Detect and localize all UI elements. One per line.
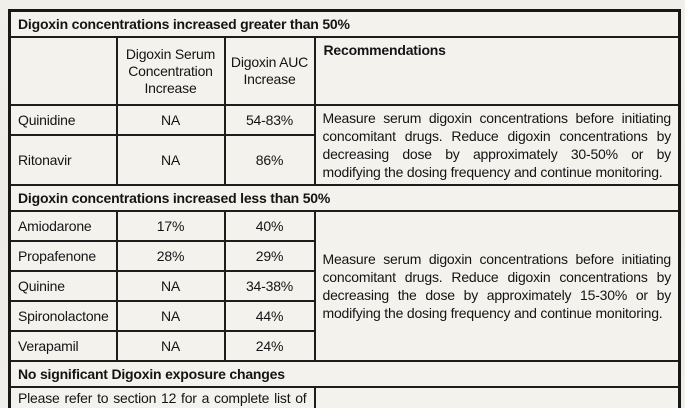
section3-note-cell: Please refer to section 12 for a complet…	[8, 386, 316, 408]
drug-name-cell: Quinidine	[8, 104, 118, 136]
digoxin-interactions-table: Digoxin concentrations increased greater…	[8, 9, 681, 408]
auc-increase-cell: 29%	[223, 240, 316, 272]
table-row-ritonavir: Ritonavir NA 86%	[8, 134, 680, 186]
table-row-quinidine: Quinidine NA 54-83% Measure serum digoxi…	[8, 104, 681, 186]
recommendations-column-header: Recommendations	[313, 36, 681, 106]
drug-name-cell: Spironolactone	[8, 300, 118, 332]
auc-increase-cell: 86%	[223, 134, 316, 186]
auc-increase-cell: 44%	[223, 300, 316, 332]
drug-name-cell: Propafenone	[8, 240, 118, 272]
section3-note-row: Please refer to section 12 for a complet…	[8, 386, 681, 408]
table-row-quinine: Quinine NA 34-38%	[8, 270, 680, 302]
section3-recommendation-cell: No additional actions are required.	[313, 386, 681, 408]
auc-column-header: Digoxin AUC Increase	[223, 36, 316, 106]
section1-recommendation-cell: Measure serum digoxin concentrations bef…	[313, 104, 681, 186]
section2-header-row: Digoxin concentrations increased less th…	[8, 184, 681, 212]
serum-increase-cell: 17%	[115, 210, 226, 242]
serum-increase-cell: NA	[115, 270, 226, 302]
serum-increase-cell: NA	[115, 330, 226, 362]
table-row-propafenone: Propafenone 28% 29%	[8, 240, 680, 272]
table-row-spironolactone: Spironolactone NA 44%	[8, 300, 680, 332]
auc-increase-cell: 40%	[223, 210, 316, 242]
section2-header: Digoxin concentrations increased less th…	[8, 184, 681, 212]
table-row-verapamil: Verapamil NA 24%	[8, 330, 680, 362]
section3-header: No significant Digoxin exposure changes	[8, 360, 681, 388]
column-header-row: Digoxin Serum Concentration Increase Dig…	[8, 36, 681, 106]
serum-increase-cell: 28%	[115, 240, 226, 272]
section1-header: Digoxin concentrations increased greater…	[8, 9, 681, 38]
serum-increase-cell: NA	[115, 300, 226, 332]
serum-increase-cell: NA	[115, 134, 226, 186]
serum-increase-cell: NA	[115, 104, 226, 136]
drug-name-cell: Ritonavir	[8, 134, 118, 186]
serum-column-header: Digoxin Serum Concentration Increase	[115, 36, 226, 106]
drug-name-cell: Verapamil	[8, 330, 118, 362]
table-row-amiodarone: Amiodarone 17% 40% Measure serum digoxin…	[8, 210, 681, 362]
drug-name-cell: Quinine	[8, 270, 118, 302]
empty-header-cell	[8, 36, 118, 106]
auc-increase-cell: 34-38%	[223, 270, 316, 302]
section3-header-row: No significant Digoxin exposure changes	[8, 360, 681, 388]
drug-name-cell: Amiodarone	[8, 210, 118, 242]
auc-increase-cell: 24%	[223, 330, 316, 362]
auc-increase-cell: 54-83%	[223, 104, 316, 136]
section1-header-row: Digoxin concentrations increased greater…	[8, 9, 681, 38]
section2-recommendation-cell: Measure serum digoxin concentrations bef…	[313, 210, 681, 362]
